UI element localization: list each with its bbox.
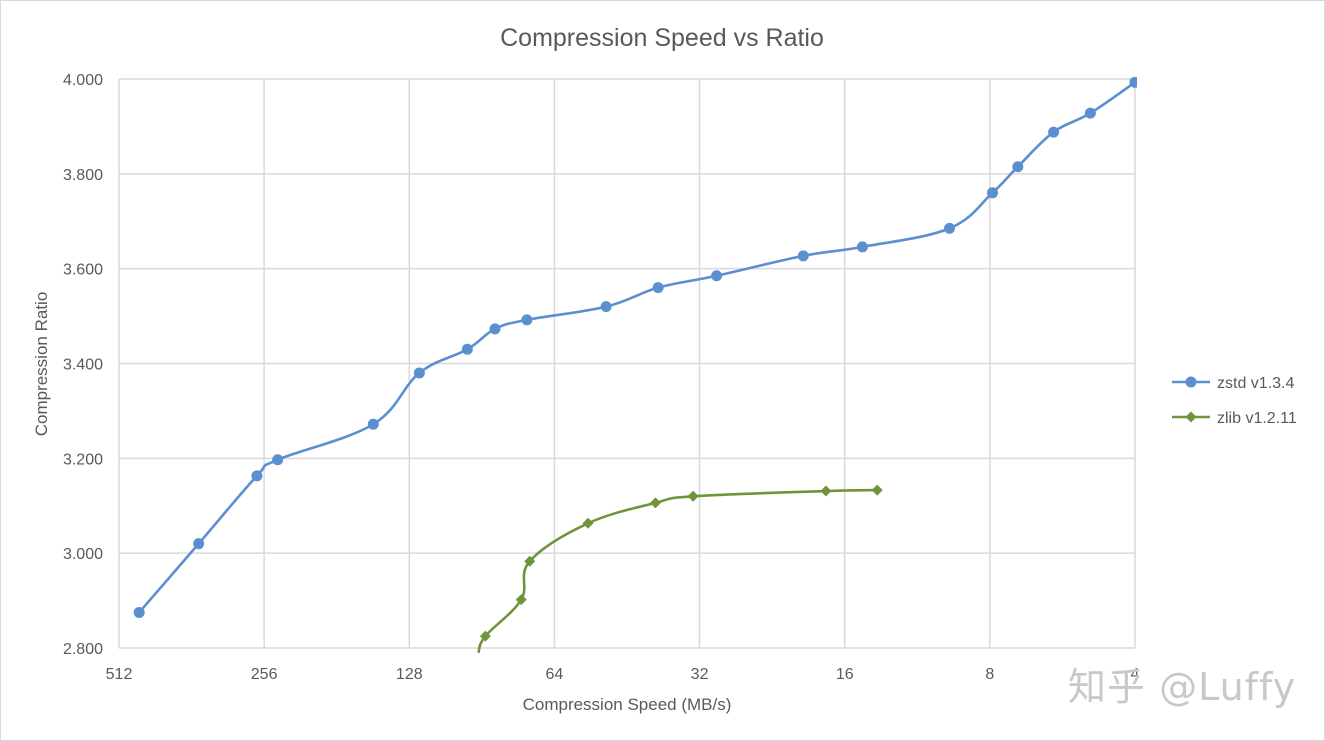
data-point xyxy=(1129,76,1137,88)
data-point xyxy=(521,314,533,326)
data-point xyxy=(600,301,612,313)
data-point xyxy=(797,250,809,262)
y-axis-title: Compression Ratio xyxy=(32,292,51,437)
y-tick-label: 4.000 xyxy=(63,72,103,89)
x-tick-label: 4 xyxy=(1131,666,1140,683)
x-tick-label: 16 xyxy=(836,666,854,683)
data-point xyxy=(367,418,379,430)
y-tick-label: 3.000 xyxy=(63,546,103,563)
data-point xyxy=(1012,161,1024,173)
data-point xyxy=(461,343,473,355)
data-point xyxy=(524,555,536,567)
legend-label: zlib v1.2.11 xyxy=(1217,410,1297,427)
data-point xyxy=(251,470,263,482)
y-tick-label: 3.600 xyxy=(63,262,103,279)
data-point xyxy=(133,606,145,618)
data-point xyxy=(272,454,284,466)
data-point xyxy=(489,323,501,335)
x-tick-label: 128 xyxy=(396,666,423,683)
data-point xyxy=(986,187,998,199)
series-line-2 xyxy=(477,488,878,654)
x-tick-label: 256 xyxy=(251,666,278,683)
data-point xyxy=(871,484,883,496)
y-tick-label: 3.400 xyxy=(63,357,103,374)
x-axis-title: Compression Speed (MB/s) xyxy=(523,695,732,714)
data-point xyxy=(649,497,661,509)
legend-marker xyxy=(1185,376,1197,388)
y-tick-label: 2.800 xyxy=(63,641,103,658)
y-tick-label: 3.200 xyxy=(63,451,103,468)
y-tick-labels: 2.800 3.000 3.200 3.400 3.600 3.800 4.000 xyxy=(63,72,103,658)
data-point xyxy=(711,270,723,282)
data-point xyxy=(582,517,594,529)
data-point xyxy=(1084,107,1096,119)
x-tick-label: 8 xyxy=(985,666,994,683)
data-point xyxy=(687,490,699,502)
series-group xyxy=(133,76,1137,654)
x-tick-labels: 512 256 128 64 32 16 8 4 xyxy=(106,666,1140,683)
x-tick-label: 32 xyxy=(691,666,709,683)
y-tick-label: 3.800 xyxy=(63,167,103,184)
data-point xyxy=(193,538,205,550)
data-point xyxy=(479,630,491,642)
x-tick-label: 512 xyxy=(106,666,133,683)
x-tick-label: 64 xyxy=(546,666,564,683)
watermark: 知乎 @Luffy xyxy=(1068,665,1297,709)
chart-title: Compression Speed vs Ratio xyxy=(500,24,824,52)
data-point xyxy=(1048,126,1060,138)
data-point xyxy=(652,282,664,294)
legend-label: zstd v1.3.4 xyxy=(1217,375,1294,392)
data-point xyxy=(413,367,425,379)
legend: zstd v1.3.4 zlib v1.2.11 xyxy=(1172,375,1297,427)
series-line-1 xyxy=(138,81,1136,614)
legend-marker xyxy=(1185,411,1197,423)
data-point xyxy=(515,594,527,606)
data-point xyxy=(856,241,868,253)
data-point xyxy=(820,485,832,497)
gridlines xyxy=(118,78,1136,649)
data-point xyxy=(944,222,956,234)
